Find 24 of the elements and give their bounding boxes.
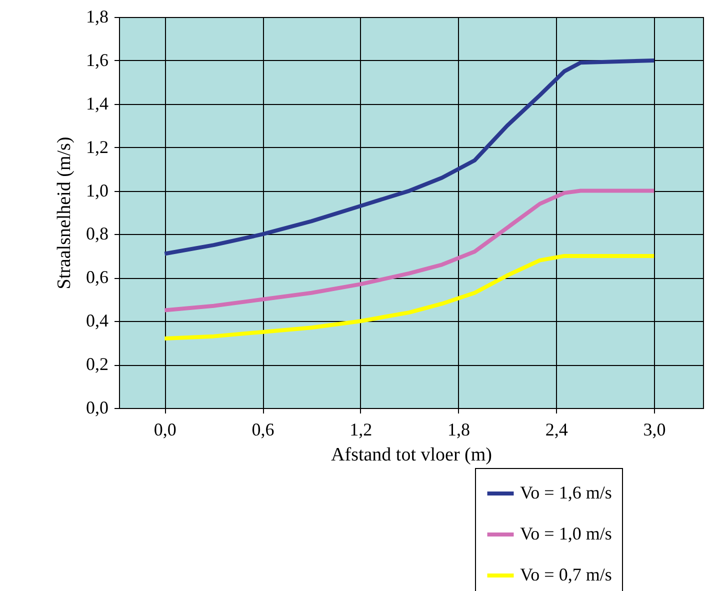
- x-tick-label: 1,2: [350, 420, 372, 440]
- legend-label: Vo = 1,6 m/s: [520, 482, 612, 502]
- y-tick-label: 0,8: [86, 224, 108, 244]
- legend-label: Vo = 0,7 m/s: [520, 564, 612, 584]
- x-tick-label: 1,8: [448, 420, 470, 440]
- x-tick-label: 2,4: [545, 420, 568, 440]
- y-tick-label: 0,6: [86, 267, 108, 288]
- y-tick-label: 0,0: [86, 398, 108, 418]
- y-tick-label: 1,4: [86, 93, 108, 114]
- y-axis-title: Straalsnelheid (m/s): [54, 136, 75, 290]
- line-series: [162, 58, 656, 256]
- y-tick-label: 0,2: [86, 354, 108, 374]
- y-tick-label: 1,6: [86, 50, 108, 70]
- y-tick-label: 1,2: [86, 136, 108, 157]
- y-tick-label: 1,0: [86, 180, 108, 200]
- y-tick-label: 0,4: [86, 310, 108, 331]
- y-tick-label: 1,8: [86, 6, 108, 26]
- x-tick-label: 3,0: [643, 420, 666, 440]
- x-tick-label: 0,0: [154, 420, 176, 440]
- x-axis-title: Afstand tot vloer (m): [331, 444, 492, 466]
- legend-label: Vo = 1,0 m/s: [520, 524, 612, 544]
- x-tick-label: 0,6: [252, 420, 274, 440]
- line-series: [162, 254, 656, 340]
- line-series: [162, 188, 656, 312]
